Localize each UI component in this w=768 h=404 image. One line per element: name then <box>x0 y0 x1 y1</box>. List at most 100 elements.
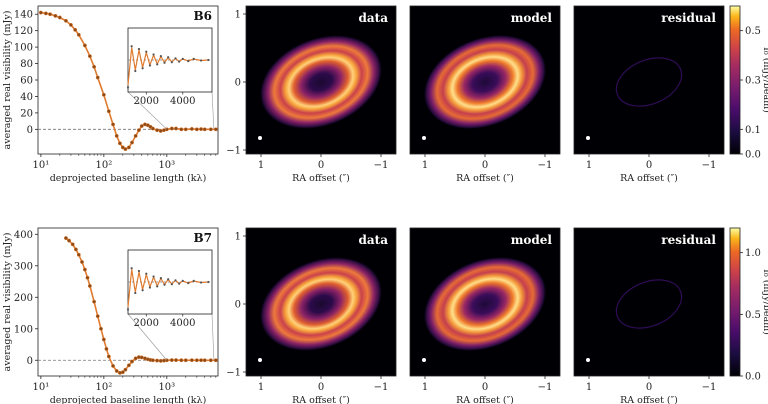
data-point <box>70 242 75 247</box>
data-point <box>123 147 128 152</box>
colorbar-label: I₀ (mJy/beam) <box>761 269 768 335</box>
data-point <box>208 358 213 363</box>
colorbar-label: I₀ (mJy/beam) <box>761 47 768 113</box>
data-point <box>133 133 138 138</box>
map-x-axis-label: RA offset (″) <box>292 173 350 184</box>
data-point <box>92 64 97 69</box>
data-point <box>85 275 90 280</box>
map-x-tick-label: 1 <box>422 382 428 393</box>
data-point <box>87 54 92 59</box>
map-x-axis-label: RA offset (″) <box>620 395 678 404</box>
data-point <box>106 109 111 114</box>
data-point <box>43 11 48 16</box>
residual-ring <box>615 57 683 107</box>
map-x-tick-label: −1 <box>538 382 553 393</box>
map-frame <box>573 5 725 155</box>
map-x-tick-label: 0 <box>646 382 652 393</box>
y-tick-label: 0 <box>27 356 33 367</box>
colorbar <box>729 5 741 155</box>
map-residual: residual 1 0 −1 RA offset (″) <box>573 227 725 404</box>
inset-data-point <box>163 283 166 286</box>
data-point <box>48 12 53 17</box>
inset-data-point <box>167 278 170 281</box>
data-point <box>126 145 131 150</box>
data-point <box>111 363 115 368</box>
data-point <box>179 127 184 132</box>
inset-data-point <box>178 60 181 63</box>
map-y-tick-label: −1 <box>226 368 241 379</box>
map-x-axis-label: RA offset (″) <box>456 173 514 184</box>
disk-emission <box>423 256 547 352</box>
residual-ring <box>615 279 683 329</box>
data-point <box>189 126 194 131</box>
inset-data-point <box>126 308 130 311</box>
colorbar-tick-label: 0.5 <box>745 26 761 37</box>
colorbar-tick-label: 0.0 <box>745 150 761 161</box>
x-tick-label: 10³ <box>158 160 175 171</box>
data-point <box>155 128 160 133</box>
data-point <box>67 238 71 243</box>
data-point <box>63 236 68 241</box>
inset-data-point <box>187 60 190 63</box>
map-y-tick-label: 0 <box>235 300 241 311</box>
data-point <box>202 358 207 363</box>
map-x-axis-label: RA offset (″) <box>456 395 514 404</box>
data-point <box>126 363 131 368</box>
x-tick-label: 10² <box>95 160 112 171</box>
map-x-tick-label: 1 <box>422 160 428 171</box>
data-point <box>136 128 141 133</box>
data-point <box>95 75 100 80</box>
y-tick-label: 80 <box>20 59 33 70</box>
map-model: model 1 0 −1 RA offset (″) <box>409 227 561 404</box>
data-point <box>117 141 122 146</box>
colorbar <box>729 227 741 377</box>
y-tick-label: 0 <box>27 125 33 136</box>
inset-data-point <box>178 282 181 285</box>
inset-data-point <box>207 58 210 62</box>
map-y-tick-label: −1 <box>226 146 241 157</box>
x-axis-label: deprojected baseline length (kλ) <box>50 395 207 404</box>
map-x-tick-label: 1 <box>586 160 592 171</box>
data-point <box>95 314 100 319</box>
map-x-tick-label: 0 <box>482 382 488 393</box>
inset-data-point <box>187 282 190 285</box>
beam-dot <box>422 136 426 140</box>
data-point <box>194 358 199 363</box>
map-x-tick-label: −1 <box>702 382 717 393</box>
data-point <box>130 359 134 364</box>
map-x-tick-label: 0 <box>318 382 324 393</box>
y-tick-label: 100 <box>14 324 33 335</box>
data-point <box>106 354 111 359</box>
data-point <box>76 252 81 257</box>
data-point <box>99 326 103 331</box>
y-axis-label: averaged real visibility (mJy) <box>2 11 13 150</box>
inset-data-point <box>145 50 148 53</box>
inset-data-point <box>141 289 144 292</box>
x-tick-label: 10² <box>95 382 112 393</box>
inset-x-tick-label: 4000 <box>170 96 195 107</box>
beam-dot <box>586 358 590 362</box>
y-tick-label: 400 <box>14 230 33 241</box>
inset-data-point <box>167 56 170 59</box>
inset-data-point <box>134 291 137 295</box>
data-point <box>76 32 81 37</box>
colorbar-tick-label: 0.5 <box>745 310 761 321</box>
inset-connector <box>211 313 215 361</box>
disk-emission <box>259 256 383 352</box>
map-label: model <box>511 233 553 247</box>
y-tick-label: 100 <box>14 43 33 54</box>
disk-emission <box>423 34 547 130</box>
inset-data-point <box>130 45 133 48</box>
data-point <box>101 337 106 342</box>
data-point <box>150 358 155 363</box>
data-point <box>104 346 109 351</box>
data-point <box>130 140 134 145</box>
data-point <box>101 92 106 97</box>
colorbar-tick-label: 1.0 <box>745 248 761 259</box>
data-point <box>123 367 128 372</box>
data-point <box>169 358 174 363</box>
y-axis-label: averaged real visibility (mJy) <box>2 233 13 372</box>
data-point <box>57 15 62 20</box>
inset-data-point <box>152 275 155 278</box>
